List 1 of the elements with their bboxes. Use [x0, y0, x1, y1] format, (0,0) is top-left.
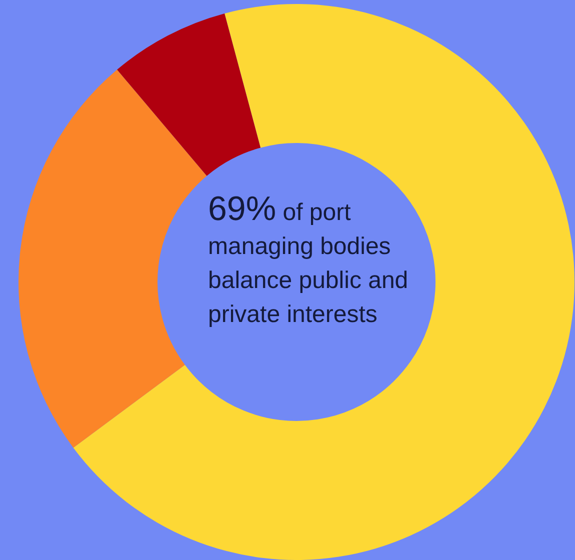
text: 69% of port managing bodies balance public and private interests — [208, 190, 410, 330]
